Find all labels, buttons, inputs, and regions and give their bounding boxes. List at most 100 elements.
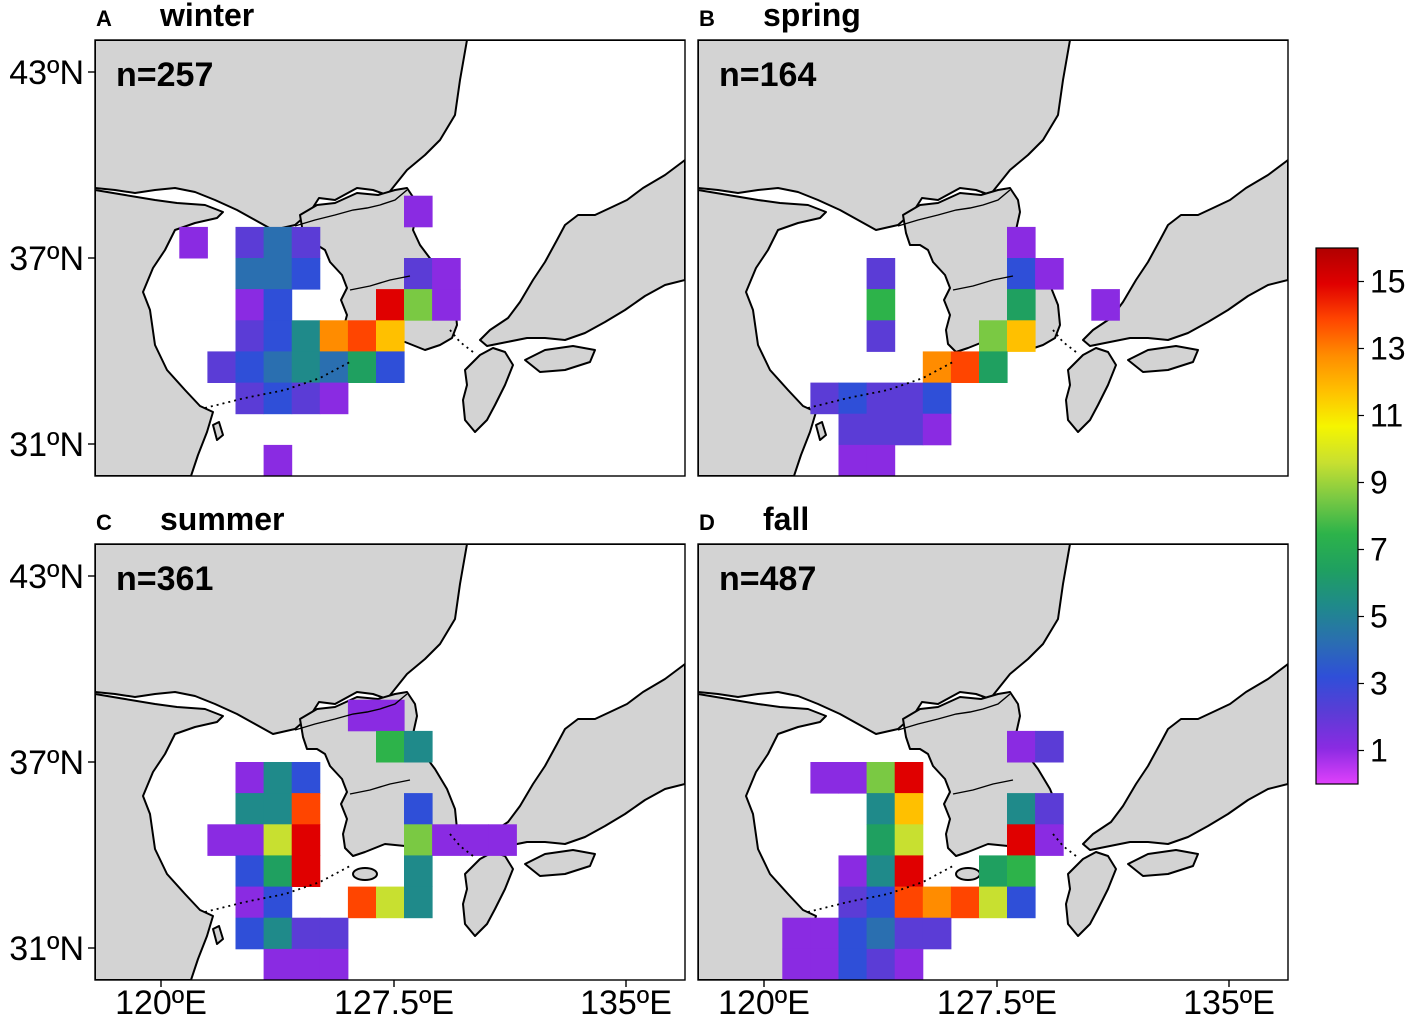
heatmap-cell — [1007, 289, 1036, 321]
panel-frame — [697, 543, 1289, 981]
heatmap-cell — [376, 351, 405, 383]
heatmap-cell — [894, 382, 924, 415]
heatmap-cells-winter — [179, 195, 461, 476]
heatmap-cell — [1007, 886, 1036, 919]
heatmap-cell — [838, 413, 868, 446]
heatmap-cell — [866, 824, 896, 856]
heatmap-cell — [866, 948, 896, 980]
heatmap-cell — [263, 382, 293, 415]
heatmap-cell — [838, 917, 868, 950]
heatmap-cell — [866, 258, 896, 290]
colorbar-label: 1 — [1370, 733, 1388, 769]
heatmap-cell — [291, 226, 321, 259]
panel-title: summer — [160, 501, 285, 537]
heatmap-cell — [347, 886, 377, 919]
heatmap-cell — [404, 730, 433, 763]
heatmap-cell — [979, 320, 1008, 352]
heatmap-cell — [1007, 824, 1036, 856]
panel-letter: D — [699, 510, 715, 535]
heatmap-cell — [838, 762, 868, 794]
lon-tick-label: 135ºE — [580, 984, 672, 1020]
heatmap-cell — [894, 824, 924, 856]
heatmap-cell — [404, 793, 433, 825]
heatmap-cell — [319, 382, 349, 415]
colorbar-label: 9 — [1370, 465, 1388, 501]
heatmap-cell — [432, 258, 461, 290]
lat-tick-label: 31ºN — [9, 426, 84, 464]
panel-n-count: n=164 — [719, 56, 816, 94]
heatmap-cell — [263, 320, 293, 352]
heatmap-cell — [207, 824, 236, 856]
heatmap-cell — [866, 444, 896, 476]
heatmap-cell — [404, 258, 433, 290]
lat-tick-label: 37ºN — [9, 240, 84, 278]
heatmap-cell — [263, 855, 293, 887]
lon-tick-label: 127.5ºE — [334, 984, 454, 1020]
panel-letter: C — [96, 510, 112, 535]
heatmap-cell — [1007, 258, 1036, 290]
colorbar-label: 5 — [1370, 599, 1388, 635]
heatmap-cell — [376, 730, 405, 763]
heatmap-cell — [866, 320, 896, 352]
lat-axis-bottom: 43ºN 37ºN 31ºN — [9, 558, 95, 968]
heatmap-cell — [291, 320, 321, 352]
lat-tick-label: 31ºN — [9, 930, 84, 968]
panel-title: spring — [763, 0, 861, 33]
heatmap-cell — [782, 917, 811, 950]
heatmap-cell — [376, 289, 405, 321]
heatmap-cell — [1035, 730, 1064, 763]
heatmap-cell — [291, 351, 321, 383]
heatmap-cell — [376, 886, 405, 919]
heatmap-cell — [894, 413, 924, 446]
heatmap-cell — [263, 444, 293, 476]
heatmap-cells-summer — [207, 699, 517, 1012]
heatmap-cell — [894, 855, 924, 887]
colorbar-bar — [1315, 247, 1359, 785]
heatmap-cell — [810, 762, 839, 794]
heatmap-cell — [979, 351, 1008, 383]
heatmap-cell — [432, 824, 461, 856]
heatmap-cell — [235, 351, 265, 383]
heatmap-cell — [347, 351, 377, 383]
heatmap-cell — [838, 855, 868, 887]
heatmap-cell — [922, 351, 952, 383]
lon-axis-right: 120ºE 127.5ºE 135ºE — [718, 980, 1275, 1020]
heatmap-cell — [291, 824, 321, 856]
heatmap-cell — [922, 413, 952, 446]
heatmap-cell — [838, 444, 868, 476]
colorbar: 15 13 11 9 7 5 3 1 — [1315, 247, 1406, 785]
heatmap-cell — [432, 289, 461, 321]
heatmap-cell — [319, 320, 349, 352]
heatmap-cell — [895, 1011, 924, 1020]
panel-letter: B — [699, 6, 715, 31]
heatmap-cell — [866, 413, 896, 446]
heatmap-cell — [291, 793, 321, 825]
heatmap-cell — [235, 855, 265, 887]
panel-frame — [697, 39, 1289, 477]
heatmap-cell — [319, 351, 349, 383]
heatmap-cell — [263, 351, 293, 383]
heatmap-cell — [404, 886, 433, 919]
heatmap-cell — [894, 762, 924, 794]
heatmap-cell — [263, 917, 293, 950]
panel-title: winter — [159, 0, 254, 33]
heatmap-cell — [291, 762, 321, 794]
heatmap-cells-fall — [782, 730, 1064, 1020]
panel-n-count: n=257 — [116, 56, 213, 94]
lon-axis-left: 120ºE 127.5ºE 135ºE — [115, 980, 672, 1020]
lon-tick-label: 120ºE — [115, 984, 207, 1020]
heatmap-cell — [922, 886, 952, 919]
heatmap-cell — [235, 320, 265, 352]
panel-a — [94, 39, 686, 477]
heatmap-cell — [810, 948, 839, 980]
lat-tick-label: 43ºN — [9, 558, 84, 596]
heatmap-cell — [867, 980, 896, 1012]
heatmap-cell — [950, 351, 980, 383]
heatmap-cell — [810, 382, 839, 415]
heatmap-cell — [264, 980, 293, 1012]
lon-tick-label: 120ºE — [718, 984, 810, 1020]
heatmap-cell — [376, 320, 405, 352]
heatmap-cell — [404, 195, 433, 228]
heatmap-cell — [894, 917, 924, 950]
